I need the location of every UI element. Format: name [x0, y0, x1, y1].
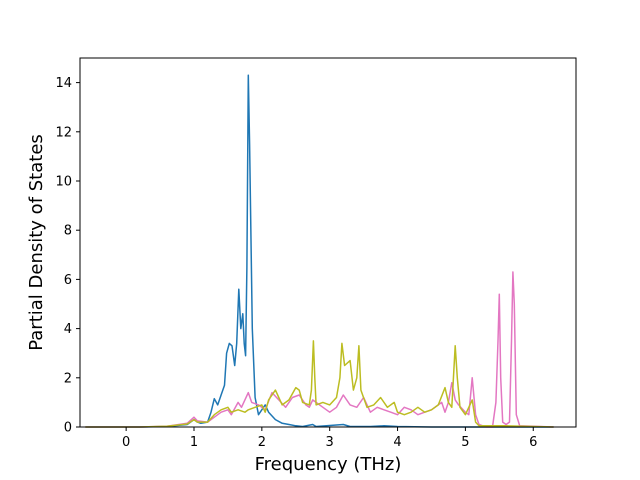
- y-axis-label: Partial Density of States: [26, 134, 47, 351]
- series-line-2: [85, 340, 554, 428]
- x-axis-ticks: 0 1 2 3 4 5 6: [122, 427, 537, 450]
- y-tick-label-3: 6: [64, 273, 72, 288]
- series-line-0: [85, 74, 554, 428]
- y-tick-label-6: 12: [55, 125, 72, 140]
- x-tick-label-5: 5: [461, 435, 469, 450]
- plot-area-background: [80, 58, 576, 427]
- y-tick-label-2: 4: [64, 322, 72, 337]
- y-tick-label-4: 8: [64, 224, 72, 239]
- y-tick-label-0: 0: [64, 421, 72, 436]
- x-tick-label-2: 2: [258, 435, 266, 450]
- x-tick-label-1: 1: [190, 435, 198, 450]
- y-tick-label-1: 2: [64, 371, 72, 386]
- series-layer: [85, 74, 554, 428]
- series-line-1: [85, 271, 554, 428]
- x-tick-label-6: 6: [529, 435, 537, 450]
- y-tick-label-5: 10: [55, 175, 72, 190]
- x-tick-label-3: 3: [326, 435, 334, 450]
- plot-frame: [79, 57, 577, 428]
- y-axis-ticks: 0 2 4 6 8 10 12 14: [55, 76, 80, 436]
- x-tick-label-0: 0: [122, 435, 130, 450]
- x-tick-label-4: 4: [393, 435, 401, 450]
- x-axis-label: Frequency (THz): [255, 454, 402, 475]
- y-tick-label-7: 14: [55, 76, 72, 91]
